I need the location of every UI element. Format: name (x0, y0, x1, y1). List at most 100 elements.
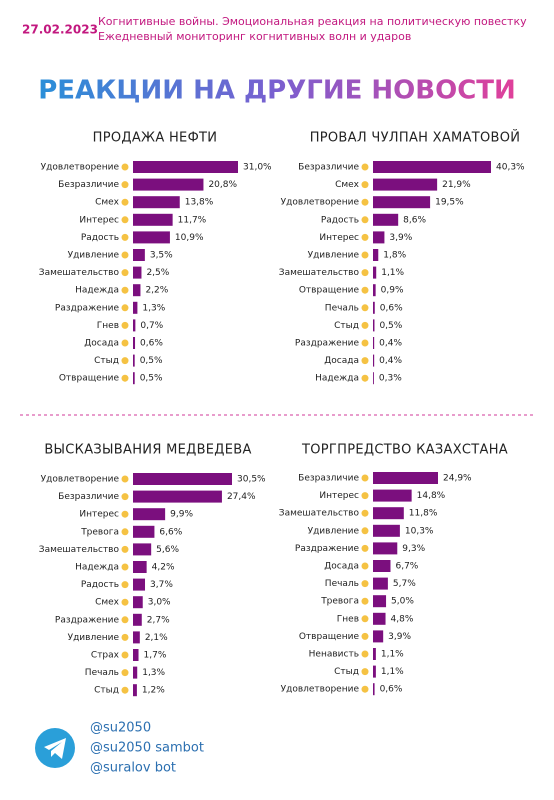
value-label: 27,4% (227, 492, 256, 502)
category-label: Удивление (68, 251, 120, 261)
category-label: Печаль (325, 303, 359, 313)
main-title: РЕАКЦИИ НА ДРУГИЕ НОВОСТИ (38, 76, 516, 106)
bar (373, 595, 387, 608)
bar (133, 213, 173, 226)
category-label: Удивление (68, 633, 120, 643)
value-label: 1,8% (383, 251, 406, 261)
emoji-icon (121, 616, 129, 624)
emoji-icon (361, 668, 369, 676)
chart-title: ПРОДАЖА НЕФТИ (93, 131, 218, 146)
emoji-icon (361, 615, 369, 623)
emoji-icon (361, 251, 369, 259)
bar (133, 666, 138, 679)
subtitle: Когнитивные войны. Эмоциональная реакция… (98, 15, 527, 28)
category-label: Досада (324, 356, 359, 366)
value-label: 0,5% (140, 356, 163, 366)
category-label: Ненависть (309, 650, 359, 660)
bar (133, 284, 141, 297)
value-label: 0,4% (379, 356, 402, 366)
category-label: Стыд (94, 686, 119, 696)
value-label: 10,3% (405, 526, 434, 536)
bar (373, 337, 375, 349)
bar (133, 178, 204, 191)
emoji-icon (121, 651, 129, 659)
bar (133, 578, 146, 591)
value-label: 11,8% (409, 509, 438, 519)
category-label: Надежда (75, 286, 119, 296)
emoji-icon (361, 597, 369, 605)
bar (373, 213, 399, 226)
category-label: Интерес (79, 215, 119, 225)
value-label: 1,1% (381, 650, 404, 660)
emoji-icon (361, 650, 369, 658)
category-label: Безразличие (298, 474, 359, 484)
value-label: 31,0% (243, 163, 272, 173)
value-label: 2,2% (145, 286, 168, 296)
value-label: 0,5% (379, 321, 402, 331)
emoji-icon (121, 545, 129, 553)
category-label: Стыд (334, 321, 359, 331)
category-label: Стыд (94, 356, 119, 366)
category-label: Удивление (308, 526, 360, 536)
emoji-icon (121, 598, 129, 606)
bar (133, 372, 135, 385)
bar (373, 284, 376, 297)
emoji-icon (121, 251, 129, 259)
value-label: 0,3% (379, 374, 402, 384)
category-label: Отвращение (59, 374, 120, 384)
emoji-icon (121, 181, 129, 189)
handle: @su2050 sambot (90, 741, 204, 756)
chart-title: ТОРГПРЕДСТВО КАЗАХСТАНА (301, 443, 508, 458)
bar (373, 542, 398, 555)
date: 27.02.2023 (22, 23, 98, 37)
bar (133, 196, 180, 209)
category-label: Досада (84, 339, 119, 349)
telegram-icon (35, 728, 75, 768)
category-label: Печаль (325, 579, 359, 589)
value-label: 0,5% (140, 374, 163, 384)
category-label: Интерес (319, 233, 359, 243)
bar (133, 613, 142, 626)
value-label: 5,7% (393, 579, 416, 589)
category-label: Интерес (319, 491, 359, 501)
bar (133, 354, 135, 367)
category-label: Замешательство (39, 268, 120, 278)
category-label: Удовлетворение (41, 163, 120, 173)
emoji-icon (121, 233, 129, 241)
bar (133, 543, 152, 556)
value-label: 20,8% (208, 180, 237, 190)
value-label: 2,7% (147, 615, 170, 625)
bar (133, 649, 139, 661)
bar (373, 266, 377, 279)
category-label: Радость (81, 233, 119, 243)
emoji-icon (361, 216, 369, 224)
value-label: 6,7% (395, 562, 418, 572)
bar (133, 301, 138, 314)
category-label: Интерес (79, 510, 119, 520)
emoji-icon (361, 632, 369, 640)
emoji-icon (361, 269, 369, 277)
emoji-icon (361, 198, 369, 206)
value-label: 0,6% (380, 685, 403, 695)
emoji-icon (121, 686, 129, 694)
category-label: Гнев (337, 614, 359, 624)
value-label: 21,9% (442, 180, 471, 190)
bar (133, 319, 136, 332)
value-label: 13,8% (185, 198, 214, 208)
emoji-icon (121, 198, 129, 206)
emoji-icon (121, 339, 129, 347)
bar (373, 178, 438, 191)
bar (373, 161, 491, 173)
value-label: 6,6% (159, 527, 182, 537)
emoji-icon (121, 286, 129, 294)
category-label: Печаль (85, 668, 119, 678)
value-label: 10,9% (175, 233, 204, 243)
category-label: Тревога (80, 527, 119, 537)
emoji-icon (121, 216, 129, 224)
emoji-icon (121, 669, 129, 677)
emoji-icon (121, 163, 129, 171)
value-label: 8,6% (403, 215, 426, 225)
bar (133, 525, 155, 538)
emoji-icon (361, 304, 369, 312)
